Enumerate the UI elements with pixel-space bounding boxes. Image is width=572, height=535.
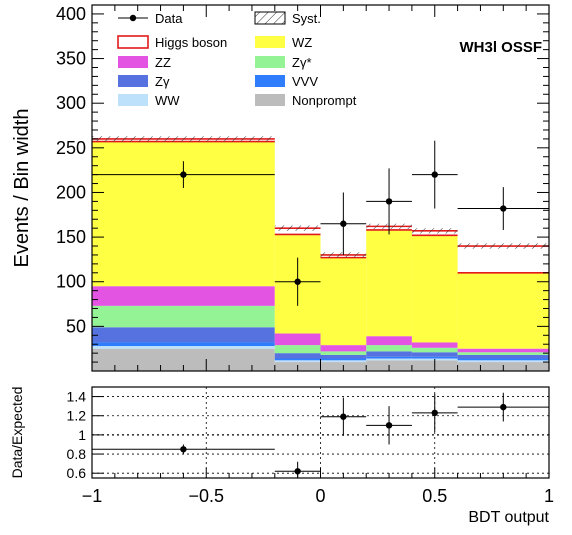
legend-label: VVV <box>292 74 318 89</box>
stack-segment-4 <box>92 305 275 328</box>
stack-segment-2 <box>411 356 458 359</box>
stack-segment-2 <box>457 358 549 361</box>
ytick-label: 400 <box>56 4 86 24</box>
stack-segment-higgs <box>458 246 549 273</box>
ratio-ytick-label: 1.2 <box>67 408 87 424</box>
ratio-point <box>431 409 438 417</box>
xtick-label: 1 <box>544 486 554 506</box>
stack-segment-6 <box>320 257 367 346</box>
ytick-label: 150 <box>56 227 86 247</box>
legend-label: WZ <box>292 35 312 50</box>
xtick-label: −0.5 <box>188 486 224 506</box>
stack-segment-5 <box>92 286 275 306</box>
stack-segment-1 <box>320 360 367 363</box>
stack-segment-6 <box>411 235 458 343</box>
ratio-point <box>340 413 347 420</box>
legend-swatch <box>255 36 285 48</box>
ratio-ytick-label: 0.6 <box>67 465 87 481</box>
stack-segment-3 <box>457 354 549 359</box>
data-point <box>294 278 301 285</box>
ratio-point <box>500 403 507 411</box>
syst-band <box>320 252 367 258</box>
xtick-label: 0 <box>315 486 325 506</box>
x-axis-title: BDT output <box>468 509 549 526</box>
legend-data-marker <box>129 14 137 22</box>
legend-swatch <box>255 94 285 106</box>
ytick-label: 250 <box>56 138 86 158</box>
ratio-ytick-label: 1 <box>78 427 86 443</box>
legend-swatch <box>255 75 285 87</box>
syst-band <box>411 228 458 234</box>
legend-label: Syst. <box>292 11 321 26</box>
xtick-label: −1 <box>82 486 103 506</box>
legend-label: Zγ <box>155 74 170 89</box>
ratio-point <box>385 422 393 429</box>
ratio-point <box>180 446 187 453</box>
syst-band <box>457 243 549 249</box>
stack-segment-1 <box>366 358 412 361</box>
stack-segment-2 <box>320 358 367 361</box>
syst-band <box>274 225 321 231</box>
stack-segment-4 <box>457 352 549 355</box>
stack-segment-5 <box>457 348 549 353</box>
stack-segment-4 <box>320 351 367 355</box>
stack-segment-3 <box>320 354 367 359</box>
stack-segment-5 <box>411 342 458 348</box>
stack-segment-2 <box>366 356 412 359</box>
ratio-y-axis-title: Data/Expected <box>9 387 25 479</box>
legend-label: Data <box>155 11 183 26</box>
chart-label: WH3l OSSF <box>459 39 542 56</box>
stack-segment-3 <box>366 351 412 357</box>
stack-segment-5 <box>320 345 367 352</box>
stack-segment-4 <box>411 347 458 353</box>
stack-segment-1 <box>457 360 549 363</box>
legend-label: WW <box>155 93 180 108</box>
ratio-frame <box>91 386 550 479</box>
legend-swatch <box>118 75 148 87</box>
xtick-label: 0.5 <box>422 486 447 506</box>
data-point <box>431 171 438 178</box>
legend-label: Higgs boson <box>155 35 227 50</box>
y-axis-title: Events / Bin width <box>11 109 33 268</box>
ratio-point <box>294 468 301 475</box>
ytick-label: 200 <box>56 182 86 202</box>
data-point <box>180 171 187 178</box>
ytick-label: 300 <box>56 93 86 113</box>
legend-swatch <box>118 56 148 68</box>
stack-segment-5 <box>274 333 321 346</box>
legend-label: Zγ* <box>292 55 312 70</box>
stack-segment-6 <box>366 229 412 337</box>
data-point <box>385 198 393 205</box>
stack-segment-5 <box>366 336 412 346</box>
ratio-ytick-label: 1.4 <box>67 389 87 405</box>
legend-swatch <box>255 56 285 68</box>
stack-segment-6 <box>457 272 549 349</box>
syst-band <box>92 136 275 142</box>
stack-segment-3 <box>92 327 275 343</box>
stack-segment-1 <box>92 346 275 349</box>
legend-syst-swatch <box>254 11 286 25</box>
legend-swatch <box>118 94 148 106</box>
legend-label: Nonprompt <box>292 93 357 108</box>
stack-segment-2 <box>274 358 321 361</box>
data-point <box>340 220 347 227</box>
stack-segment-4 <box>366 345 412 352</box>
stack-segment-3 <box>274 353 321 359</box>
stack-segment-2 <box>92 342 275 347</box>
stack-segment-3 <box>411 352 458 357</box>
stack-segment-4 <box>274 345 321 354</box>
ytick-label: 100 <box>56 272 86 292</box>
legend-higgs-swatch <box>117 35 149 49</box>
data-point <box>500 205 507 212</box>
ytick-label: 50 <box>66 316 86 336</box>
ytick-label: 350 <box>56 49 86 69</box>
ratio-ytick-label: 0.8 <box>67 446 87 462</box>
stack-segment-1 <box>274 360 321 363</box>
legend-label: ZZ <box>155 55 171 70</box>
